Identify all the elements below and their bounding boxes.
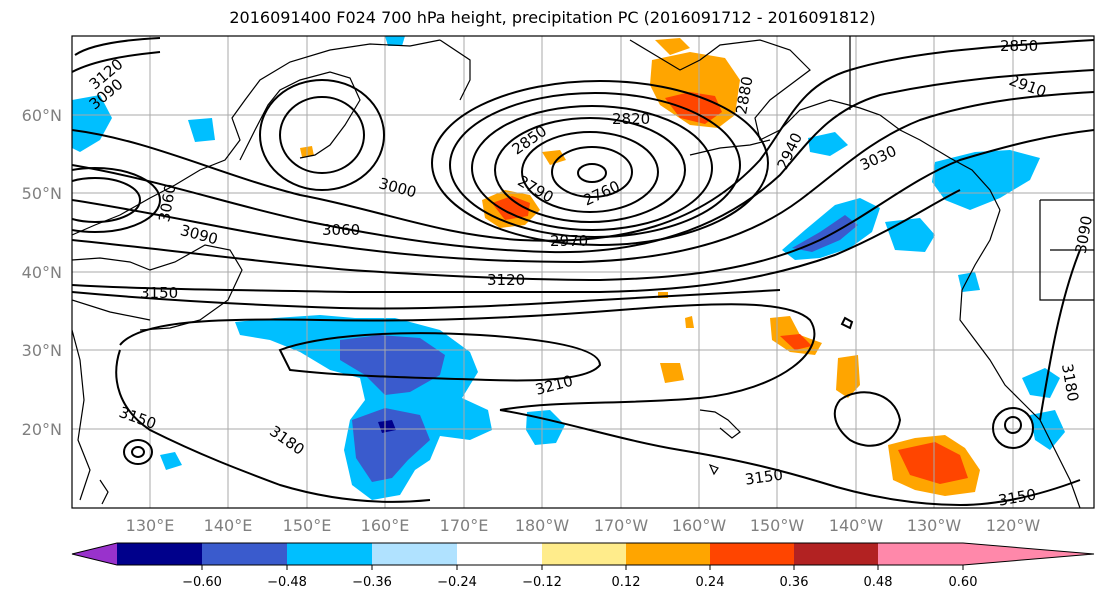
height-contours — [72, 37, 1094, 507]
colorbar-segment — [372, 543, 457, 565]
lon-label: 170°E — [440, 516, 489, 535]
precip-negative-strong — [352, 408, 430, 482]
colorbar-segment — [626, 543, 710, 565]
colorbar-tick-label: 0.12 — [612, 575, 641, 590]
colorbar-segment — [457, 543, 542, 565]
precip-negative-area — [160, 452, 182, 470]
colorbar-tick-label: −0.60 — [182, 575, 222, 590]
precip-negative-area — [885, 218, 935, 252]
contour-label: 3120 — [487, 271, 525, 289]
lon-label: 160°E — [361, 516, 410, 535]
lat-label: 40°N — [22, 263, 62, 282]
precip-negative-area — [526, 410, 565, 445]
colorbar-extend-low — [72, 543, 117, 565]
colorbar-segment — [117, 543, 202, 565]
contour-label: 2850 — [1000, 37, 1038, 55]
colorbar-segment — [794, 543, 878, 565]
lon-label: 140°W — [829, 516, 884, 535]
contour-label: 3060 — [322, 221, 360, 239]
lat-label: 20°N — [22, 420, 62, 439]
colorbar-tick-label: 0.60 — [949, 575, 978, 590]
precip-negative-area — [188, 118, 215, 142]
colorbar-segment — [710, 543, 794, 565]
colorbar-tick-label: −0.24 — [437, 575, 477, 590]
colorbar-tick-label: 0.36 — [780, 575, 809, 590]
precip-negative-strong — [792, 215, 858, 252]
contour-label: 2820 — [612, 110, 650, 128]
latitude-labels: 60°N 50°N 40°N 30°N 20°N — [22, 106, 62, 439]
precip-positive-area — [685, 316, 694, 328]
colorbar-segment — [878, 543, 963, 565]
colorbar-segment — [287, 543, 372, 565]
lon-label: 140°E — [204, 516, 253, 535]
lon-label: 120°W — [986, 516, 1041, 535]
precip-positive-core — [780, 334, 812, 350]
contour-label: 3150 — [744, 466, 784, 489]
precip-positive-area — [660, 363, 684, 383]
colorbar-tick-label: 0.48 — [864, 575, 893, 590]
lon-label: 180°W — [515, 516, 570, 535]
colorbar-outline — [71, 542, 1095, 566]
colorbar-ticks — [201, 565, 964, 570]
lon-label: 170°W — [594, 516, 649, 535]
colorbar-tick-label: −0.48 — [267, 575, 307, 590]
lat-label: 50°N — [22, 184, 62, 203]
precip-negative-area — [808, 132, 848, 156]
lat-label: 60°N — [22, 106, 62, 125]
precip-negative-area — [385, 36, 405, 46]
precip-negative-area — [1022, 368, 1060, 398]
precip-negative-area — [72, 95, 112, 152]
lon-label: 150°W — [750, 516, 805, 535]
lat-label: 30°N — [22, 341, 62, 360]
longitude-labels: 130°E 140°E 150°E 160°E 170°E 180°W 170°… — [126, 516, 1041, 535]
precip-positive-core — [492, 196, 530, 220]
precip-positive-area — [542, 150, 566, 165]
colorbar-segment — [542, 543, 626, 565]
contour-label: 3150 — [140, 284, 178, 302]
precip-negative-area — [1030, 410, 1065, 450]
lon-label: 130°W — [907, 516, 962, 535]
lon-label: 150°E — [283, 516, 332, 535]
precip-positive-area — [836, 355, 860, 398]
lon-label: 130°E — [126, 516, 175, 535]
map-title: 2016091400 F024 700 hPa height, precipit… — [229, 8, 876, 27]
precip-positive-core — [898, 442, 968, 484]
lon-label: 160°W — [672, 516, 727, 535]
contour-label: 2970 — [550, 232, 588, 250]
precip-positive-area — [655, 38, 690, 55]
colorbar: −0.60 −0.48 −0.36 −0.24 −0.12 0.12 0.24 … — [71, 542, 1095, 590]
colorbar-tick-label: −0.36 — [352, 575, 392, 590]
precip-negative-core — [378, 420, 396, 433]
colorbar-extend-high — [963, 543, 1094, 565]
colorbar-tick-label: 0.24 — [696, 575, 725, 590]
colorbar-tick-label: −0.12 — [522, 575, 562, 590]
colorbar-segment — [202, 543, 287, 565]
map-frame — [71, 35, 1095, 509]
